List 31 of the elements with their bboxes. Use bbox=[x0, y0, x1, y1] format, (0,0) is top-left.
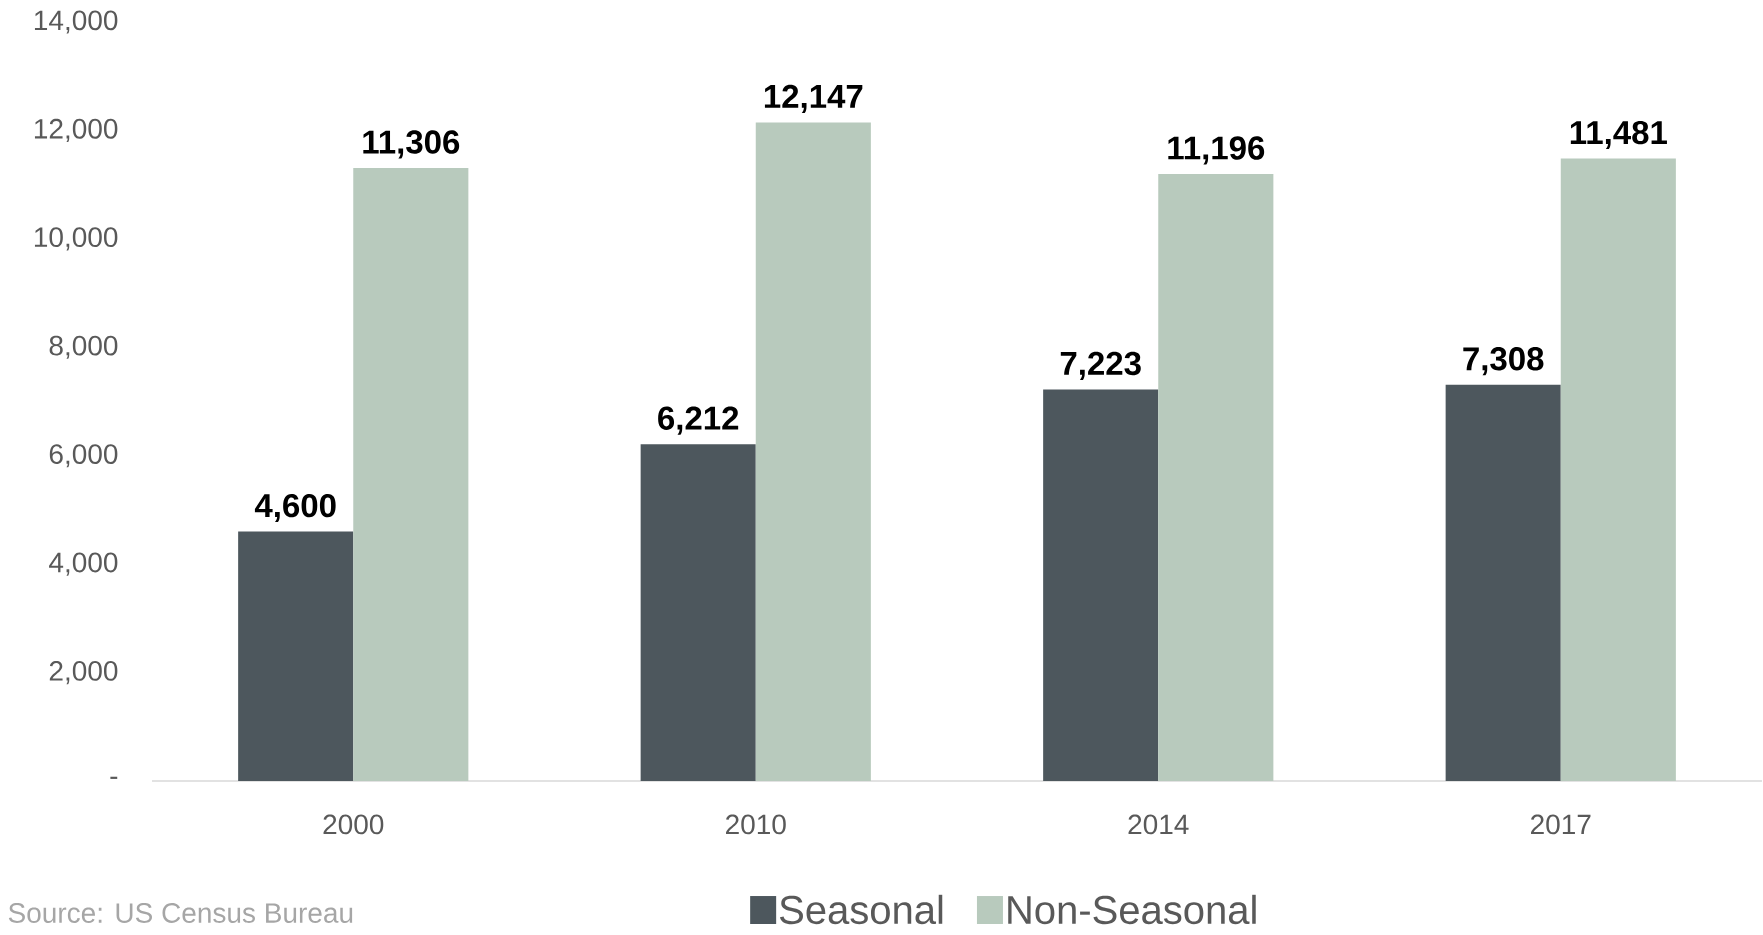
y-tick-label: 4,000 bbox=[49, 552, 118, 576]
data-label: 7,308 bbox=[1463, 347, 1544, 376]
y-tick-label: 8,000 bbox=[49, 335, 118, 359]
bar bbox=[1560, 158, 1676, 781]
source-note: Source: US Census Bureau bbox=[8, 903, 353, 923]
x-tick-label: 2014 bbox=[1128, 814, 1189, 835]
y-tick-label: 10,000 bbox=[34, 227, 118, 251]
data-label: 6,212 bbox=[658, 406, 739, 435]
bar bbox=[1445, 384, 1561, 781]
bar bbox=[353, 168, 469, 781]
bar bbox=[1158, 174, 1274, 781]
x-tick-label: 2010 bbox=[726, 814, 786, 835]
y-tick-label: 2,000 bbox=[49, 661, 118, 685]
bar bbox=[755, 122, 871, 781]
y-tick-label: 14,000 bbox=[34, 10, 118, 34]
bar bbox=[640, 444, 756, 781]
data-label: 11,196 bbox=[1168, 136, 1265, 165]
legend-label: Seasonal bbox=[779, 894, 943, 925]
data-label: 4,600 bbox=[254, 493, 336, 523]
data-label: 12,147 bbox=[764, 84, 863, 113]
x-tick-label: 2000 bbox=[323, 814, 384, 835]
legend-label: Non-Seasonal bbox=[1008, 894, 1256, 925]
bar bbox=[1043, 389, 1159, 781]
y-tick-label: 6,000 bbox=[49, 444, 118, 468]
data-label: 11,481 bbox=[1570, 120, 1667, 150]
y-tick-label: 12,000 bbox=[34, 118, 118, 142]
y-tick-label: - bbox=[110, 776, 118, 779]
x-tick-label: 2017 bbox=[1531, 814, 1591, 835]
data-label: 7,223 bbox=[1060, 351, 1141, 380]
data-label: 11,306 bbox=[363, 130, 460, 159]
bar bbox=[238, 531, 354, 781]
